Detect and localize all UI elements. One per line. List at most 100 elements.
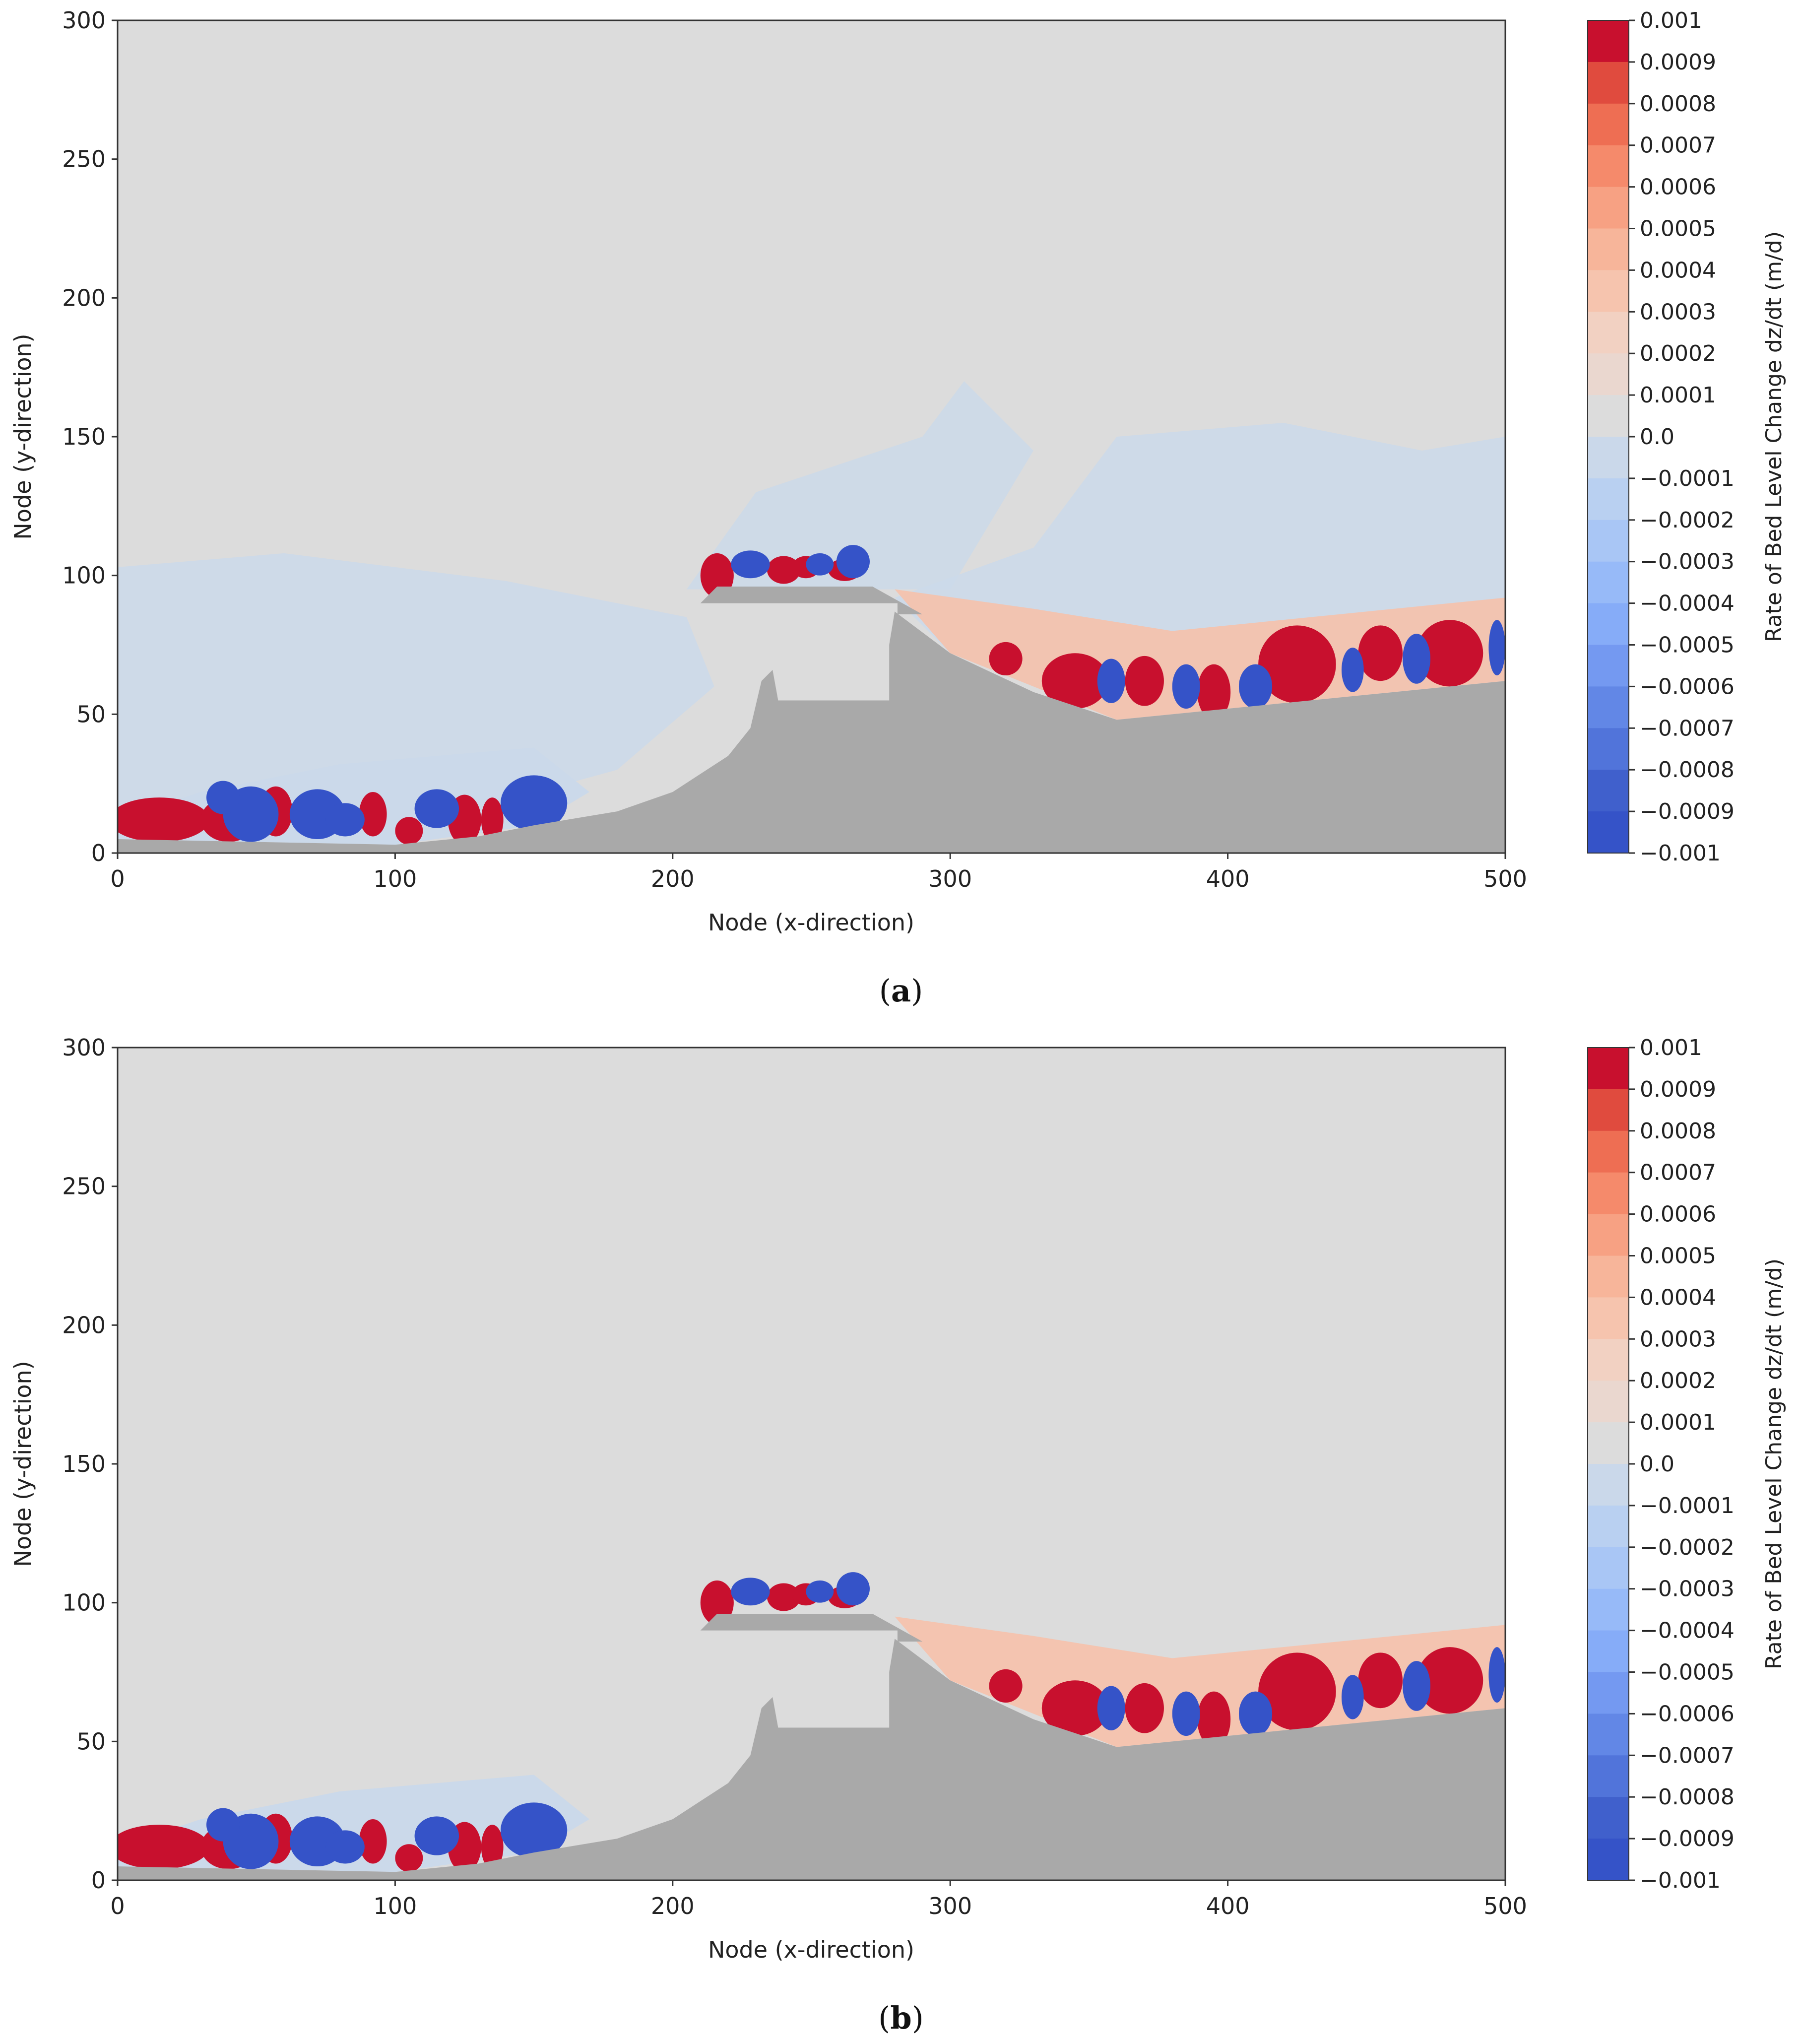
colorbar-tick-label: 0.001 [1640,1035,1702,1060]
colorbar-segment [1588,312,1629,354]
field-a [118,381,1505,853]
colorbar-title-a: Rate of Bed Level Change dz/dt (m/d) [1761,231,1787,642]
patches-breakwater [700,545,870,598]
y-axis-title-a: Node (y-direction) [9,333,36,539]
erosion-patch-e1 [1172,664,1200,709]
colorbar-segment [1588,520,1629,562]
colorbar-tick-label: −0.0001 [1640,1493,1735,1518]
y-tick-label: 250 [62,1173,106,1200]
colorbar-segment [1588,1797,1629,1840]
colorbar-tick-label: 0.0004 [1640,258,1716,283]
field-b [118,1572,1505,1880]
y-tick-label: 50 [76,1728,106,1755]
erosion-patch-w3 [414,1816,459,1855]
erosion-patch-e1 [1172,1691,1200,1736]
harbor-basin [778,603,890,701]
colorbar-tick-label: 0.0009 [1640,50,1716,75]
colorbar-tick-label: 0.0004 [1640,1285,1716,1310]
y-tick-label: 250 [62,146,106,173]
y-tick-label: 300 [62,1034,106,1061]
colorbar-tick-label: 0.0006 [1640,1202,1716,1227]
land-mass [118,1639,1505,1880]
y-ticks-b: 0 50 100 150 200 250 300 [62,1034,118,1894]
y-tick-label: 50 [76,701,106,727]
colorbar-tick-label: 0.0007 [1640,133,1716,158]
x-tick-label: 100 [373,1893,417,1919]
patches-east [989,620,1505,720]
colorbar-segment [1588,1255,1629,1298]
colorbar-segment [1588,20,1629,63]
colorbar-tick-label: −0.001 [1640,841,1721,866]
colorbar-tick-label: 0.0 [1640,424,1674,450]
accretion-patch-e4 [1358,1652,1403,1709]
colorbar-tick-label: −0.0005 [1640,1660,1735,1685]
x-tick-label: 500 [1483,865,1527,892]
colorbar-tick-label: −0.0004 [1640,591,1735,616]
x-tick-label: 500 [1483,1893,1527,1919]
breakwater [700,587,923,614]
erosion-haze-center [686,381,1034,590]
colorbar-segment [1588,1755,1629,1798]
colorbar-tick-label: 0.001 [1640,8,1702,33]
colorbar-tick-label: 0.0003 [1640,299,1716,325]
accretion-patch-w0 [118,797,209,842]
y-tick-label: 200 [62,284,106,311]
colorbar-a [1587,20,1629,854]
colorbar-tick-label: −0.0003 [1640,1577,1735,1602]
y-tick-label: 0 [91,840,106,866]
erosion-patch-e4 [1403,1661,1430,1711]
y-tick-label: 300 [62,7,106,34]
colorbar-segment [1588,228,1629,271]
colorbar-segment [1588,478,1629,521]
colorbar-segment [1588,1547,1629,1589]
erosion-patch-e2 [1238,664,1273,709]
erosion-patch-w3 [414,789,459,828]
erosion-patch-e0 [1097,1686,1125,1730]
accretion-patch-h0 [700,553,734,598]
panel-label-a: (a) [879,973,923,1009]
panel-label-b: (b) [878,2000,924,2036]
colorbar-ticks-b: 0.001 0.0009 0.0008 0.0007 0.0006 0.0005 0.000… [1629,1035,1735,1893]
accretion-patch-h1 [767,556,801,584]
accretion-patch-e2 [1197,664,1231,720]
accretion-patch-e1 [1125,656,1164,706]
x-ticks-a: 0 100 200 300 400 500 [110,853,1527,892]
harbor-basin [778,1630,890,1728]
patches-east [989,1647,1505,1747]
colorbar-segment [1588,103,1629,146]
x-ticks-b: 0 100 200 300 400 500 [110,1880,1527,1919]
colorbar-title-b: Rate of Bed Level Change dz/dt (m/d) [1761,1258,1787,1669]
colorbar-tick-label: 0.0008 [1640,91,1716,117]
colorbar-segment [1588,1630,1629,1673]
colorbar-segment [1588,1464,1629,1506]
erosion-patch-h2 [836,545,870,579]
colorbar-tick-label: 0.0008 [1640,1119,1716,1144]
x-tick-label: 0 [110,865,125,892]
erosion-patch-h1 [806,553,834,576]
erosion-patch-h1 [806,1580,834,1603]
colorbar-tick-label: −0.0002 [1640,508,1735,533]
patches-west [118,775,568,845]
accretion-patch-e1 [1125,1683,1164,1733]
y-tick-label: 200 [62,1312,106,1338]
colorbar-segment [1588,686,1629,729]
accretion-patch-e3 [1258,1652,1336,1730]
colorbar-tick-label: 0.0 [1640,1451,1674,1477]
colorbar-tick-label: 0.0009 [1640,1077,1716,1102]
colorbar-tick-label: 0.0005 [1640,216,1716,242]
colorbar-segment [1588,353,1629,396]
accretion-patch-w4 [395,1844,423,1872]
x-tick-label: 100 [373,865,417,892]
colorbar-segment [1588,270,1629,313]
y-tick-label: 100 [62,562,106,589]
x-axis-title-a: Node (x-direction) [708,909,914,936]
colorbar-tick-label: 0.0002 [1640,1368,1716,1393]
colorbar-segment [1588,1130,1629,1173]
x-tick-label: 300 [928,1893,972,1919]
y-ticks-a: 0 50 100 150 200 250 300 [62,7,118,866]
colorbar-tick-label: 0.0001 [1640,383,1716,408]
colorbar-tick-label: 0.0001 [1640,1410,1716,1435]
colorbar-segment [1588,1214,1629,1256]
x-tick-label: 300 [928,865,972,892]
x-tick-label: 400 [1206,1893,1250,1919]
